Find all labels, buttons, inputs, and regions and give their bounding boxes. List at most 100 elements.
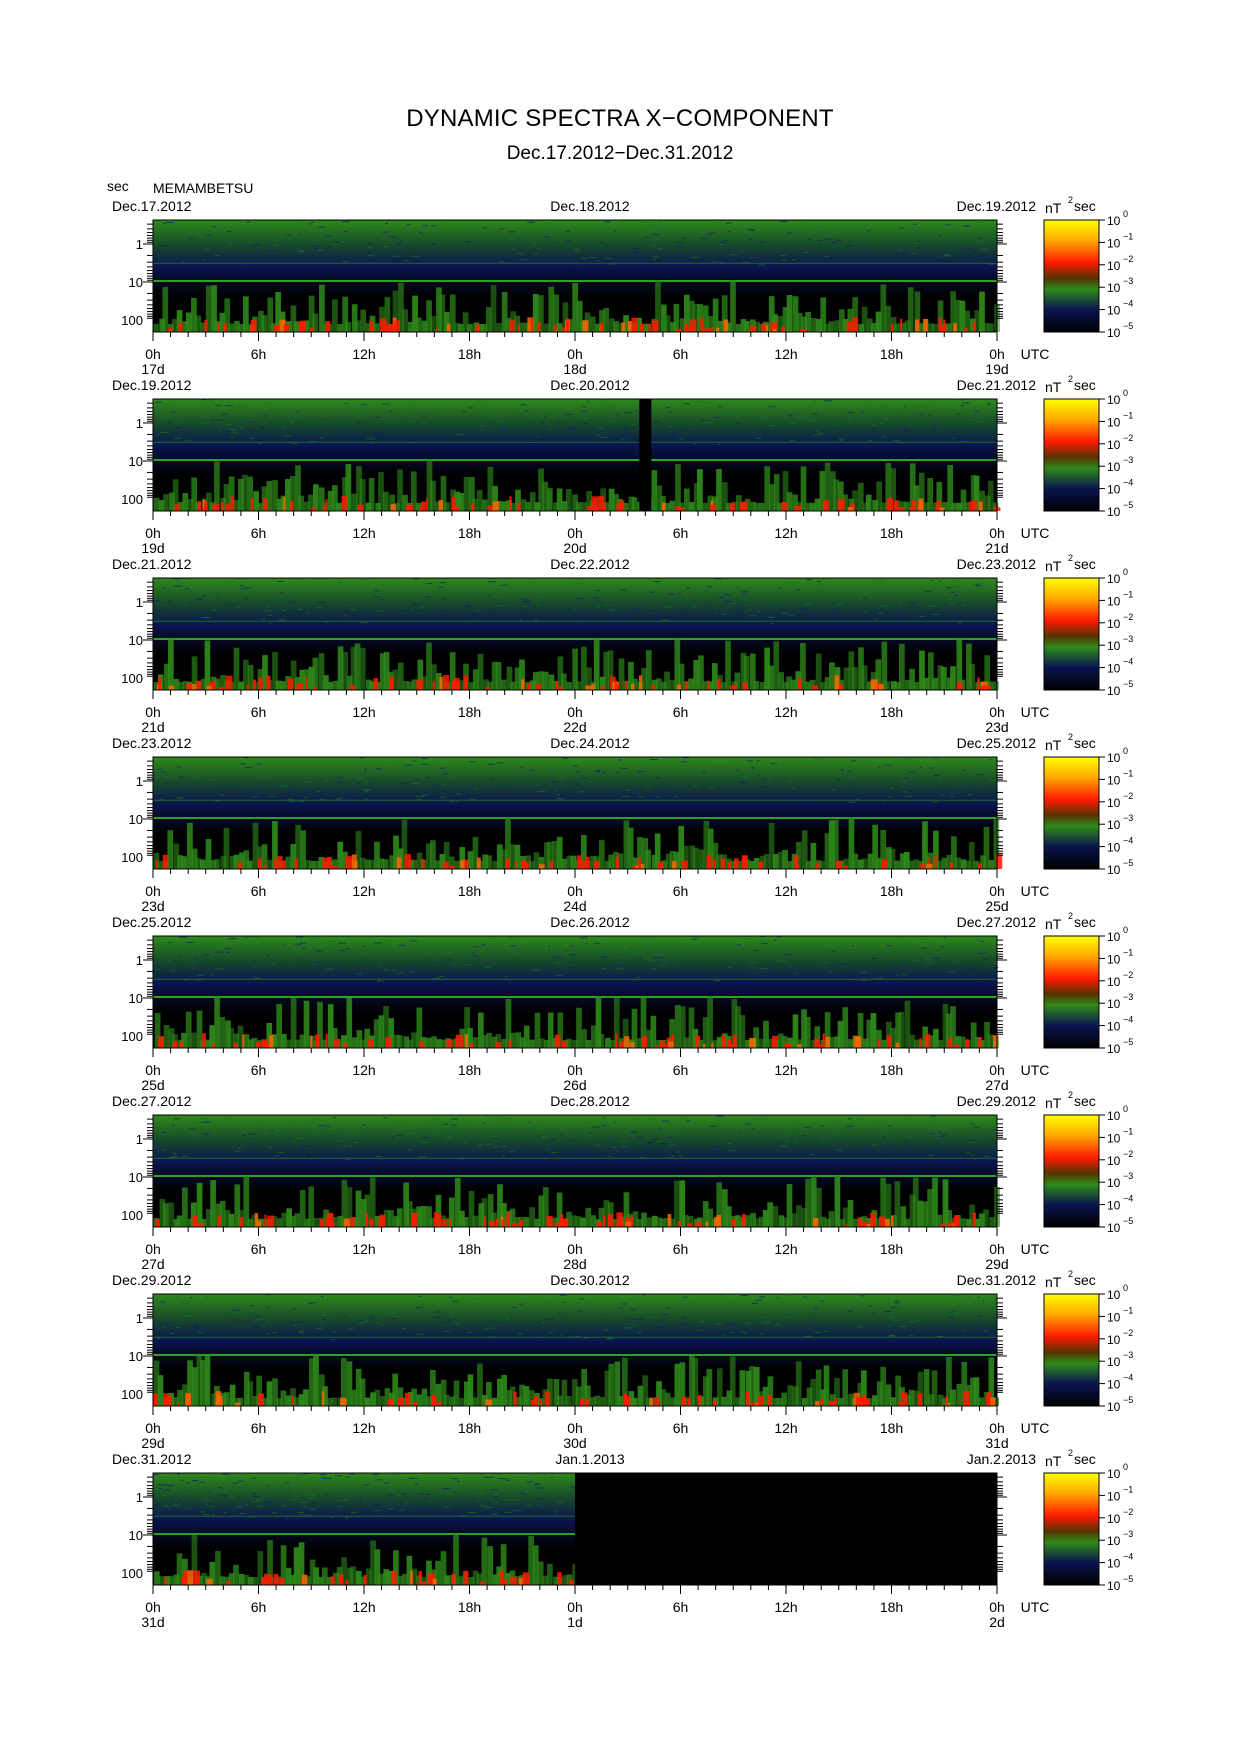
activity-column bbox=[852, 297, 858, 332]
noise-streak bbox=[885, 973, 892, 975]
colorbar-tick-label: 10 bbox=[1107, 617, 1121, 631]
panel-mid-date: Dec.22.2012 bbox=[550, 556, 630, 572]
high-power-spot bbox=[616, 684, 620, 690]
noise-streak bbox=[337, 241, 346, 243]
activity-column bbox=[257, 502, 263, 511]
noise-streak bbox=[656, 789, 663, 791]
activity-column bbox=[703, 681, 709, 690]
noise-streak bbox=[391, 1312, 397, 1314]
noise-streak bbox=[580, 410, 589, 412]
activity-column bbox=[815, 1369, 822, 1406]
noise-streak bbox=[628, 947, 635, 949]
activity-column bbox=[538, 671, 544, 690]
noise-streak bbox=[264, 1502, 272, 1504]
noise-streak bbox=[249, 936, 258, 938]
high-power-spot bbox=[730, 685, 737, 690]
noise-streak bbox=[228, 938, 237, 940]
activity-column bbox=[801, 1208, 808, 1227]
noise-streak bbox=[793, 972, 797, 974]
activity-column bbox=[828, 820, 835, 869]
noise-streak bbox=[947, 971, 956, 973]
noise-streak bbox=[161, 599, 169, 601]
activity-column bbox=[725, 322, 732, 332]
noise-streak bbox=[192, 1479, 199, 1481]
high-power-spot bbox=[681, 860, 688, 869]
activity-column bbox=[467, 1028, 473, 1048]
noise-streak bbox=[711, 775, 715, 777]
noise-streak bbox=[942, 589, 950, 591]
activity-column bbox=[228, 323, 235, 332]
activity-column bbox=[449, 856, 455, 869]
noise-streak bbox=[434, 1311, 442, 1313]
noise-streak bbox=[947, 1316, 954, 1318]
x-tick-label: 6h bbox=[251, 704, 267, 720]
noise-streak bbox=[371, 232, 374, 234]
activity-column bbox=[880, 284, 887, 332]
activity-column bbox=[486, 855, 492, 869]
activity-column bbox=[904, 501, 910, 511]
noise-streak bbox=[398, 1509, 406, 1511]
noise-streak bbox=[554, 1510, 557, 1512]
noise-streak bbox=[201, 595, 207, 597]
high-power-spot bbox=[163, 1393, 169, 1406]
day-label: 19d bbox=[141, 540, 164, 556]
noise-streak bbox=[308, 1302, 313, 1304]
noise-streak bbox=[898, 592, 902, 594]
noise-streak bbox=[233, 259, 238, 261]
activity-column bbox=[286, 1039, 292, 1048]
day-label: 22d bbox=[563, 719, 586, 735]
noise-streak bbox=[730, 1323, 738, 1325]
noise-streak bbox=[230, 432, 234, 434]
high-power-spot bbox=[671, 861, 677, 869]
activity-column bbox=[581, 1029, 587, 1048]
high-power-spot bbox=[508, 1040, 512, 1048]
noise-streak bbox=[969, 1142, 977, 1144]
activity-column bbox=[365, 679, 372, 690]
high-power-spot bbox=[902, 1392, 908, 1406]
activity-column bbox=[191, 297, 197, 332]
noise-streak bbox=[318, 226, 325, 228]
noise-streak bbox=[267, 614, 273, 616]
noise-streak bbox=[514, 953, 520, 955]
activity-column bbox=[599, 310, 605, 332]
high-power-spot bbox=[767, 1394, 772, 1406]
activity-column bbox=[729, 1356, 736, 1406]
noise-streak bbox=[425, 1493, 431, 1495]
high-power-spot bbox=[681, 1396, 687, 1406]
noise-streak bbox=[212, 226, 217, 228]
noise-streak bbox=[703, 401, 711, 403]
noise-streak bbox=[980, 941, 984, 943]
noise-streak bbox=[422, 1496, 427, 1498]
activity-column bbox=[275, 680, 282, 690]
high-power-spot bbox=[765, 324, 769, 332]
noise-streak bbox=[650, 758, 658, 760]
noise-streak bbox=[193, 1509, 202, 1511]
noise-streak bbox=[447, 1136, 452, 1138]
activity-column bbox=[881, 641, 888, 690]
high-power-spot bbox=[886, 498, 894, 511]
noise-streak bbox=[737, 258, 741, 260]
noise-streak bbox=[426, 952, 433, 954]
x-unit-label: UTC bbox=[1021, 346, 1050, 362]
noise-streak bbox=[679, 438, 684, 440]
activity-column bbox=[810, 317, 817, 332]
noise-streak bbox=[900, 430, 907, 432]
activity-column bbox=[875, 311, 882, 332]
noise-streak bbox=[381, 403, 390, 405]
noise-streak bbox=[788, 581, 796, 583]
activity-column bbox=[497, 1378, 503, 1406]
high-power-spot bbox=[742, 501, 749, 511]
colorbar-tick-label: 10 bbox=[1107, 304, 1121, 318]
activity-column bbox=[767, 1376, 774, 1406]
noise-streak bbox=[750, 767, 755, 769]
activity-column bbox=[782, 471, 789, 511]
activity-column bbox=[787, 860, 794, 869]
noise-streak bbox=[681, 1117, 688, 1119]
activity-column bbox=[750, 501, 756, 511]
noise-streak bbox=[959, 399, 966, 401]
noise-streak bbox=[686, 587, 691, 589]
noise-streak bbox=[357, 777, 364, 779]
noise-streak bbox=[193, 1480, 199, 1482]
colorbar-tick-exponent: 0 bbox=[1123, 209, 1128, 219]
activity-column bbox=[534, 1218, 540, 1227]
